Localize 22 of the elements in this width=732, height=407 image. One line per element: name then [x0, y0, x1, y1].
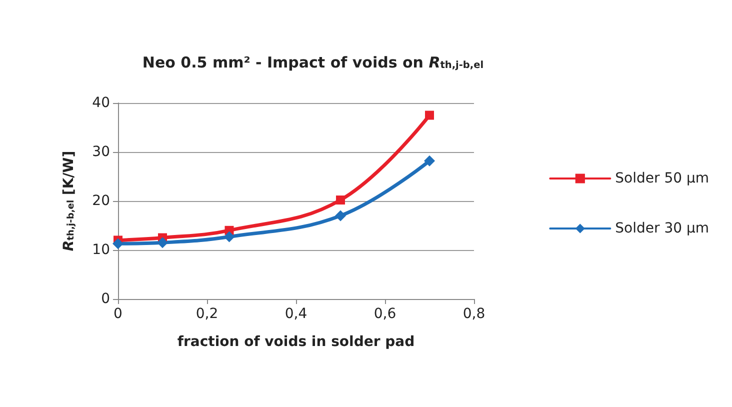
point	[425, 110, 434, 120]
y-tick-label: 0	[101, 291, 110, 307]
x-tick-label: 0,2	[196, 306, 218, 322]
point	[336, 196, 345, 205]
point	[157, 237, 168, 248]
x-axis-title: fraction of voids in solder pad	[177, 334, 415, 350]
x-tick-label: 0,4	[284, 306, 308, 322]
y-tick-label: 20	[92, 193, 110, 209]
y-tick-label: 40	[92, 95, 110, 111]
x-tick-label: 0	[114, 306, 122, 322]
point	[335, 210, 346, 222]
legend-label: Solder 30 µm	[615, 220, 709, 236]
chart-title: Neo 0.5 mm² - Impact of voids on Rth,j-b,el	[142, 54, 484, 72]
point	[424, 155, 435, 166]
y-tick-label: 10	[92, 242, 110, 258]
y-tick-label: 30	[92, 144, 110, 160]
x-tick-label: 0,8	[462, 306, 486, 322]
legend-label: Solder 50 µm	[615, 170, 709, 186]
point	[112, 238, 124, 250]
y-axis-title: Rth,j-b,el [K/W]	[61, 150, 77, 252]
x-tick-label: 0,6	[374, 306, 396, 322]
point	[224, 231, 235, 242]
